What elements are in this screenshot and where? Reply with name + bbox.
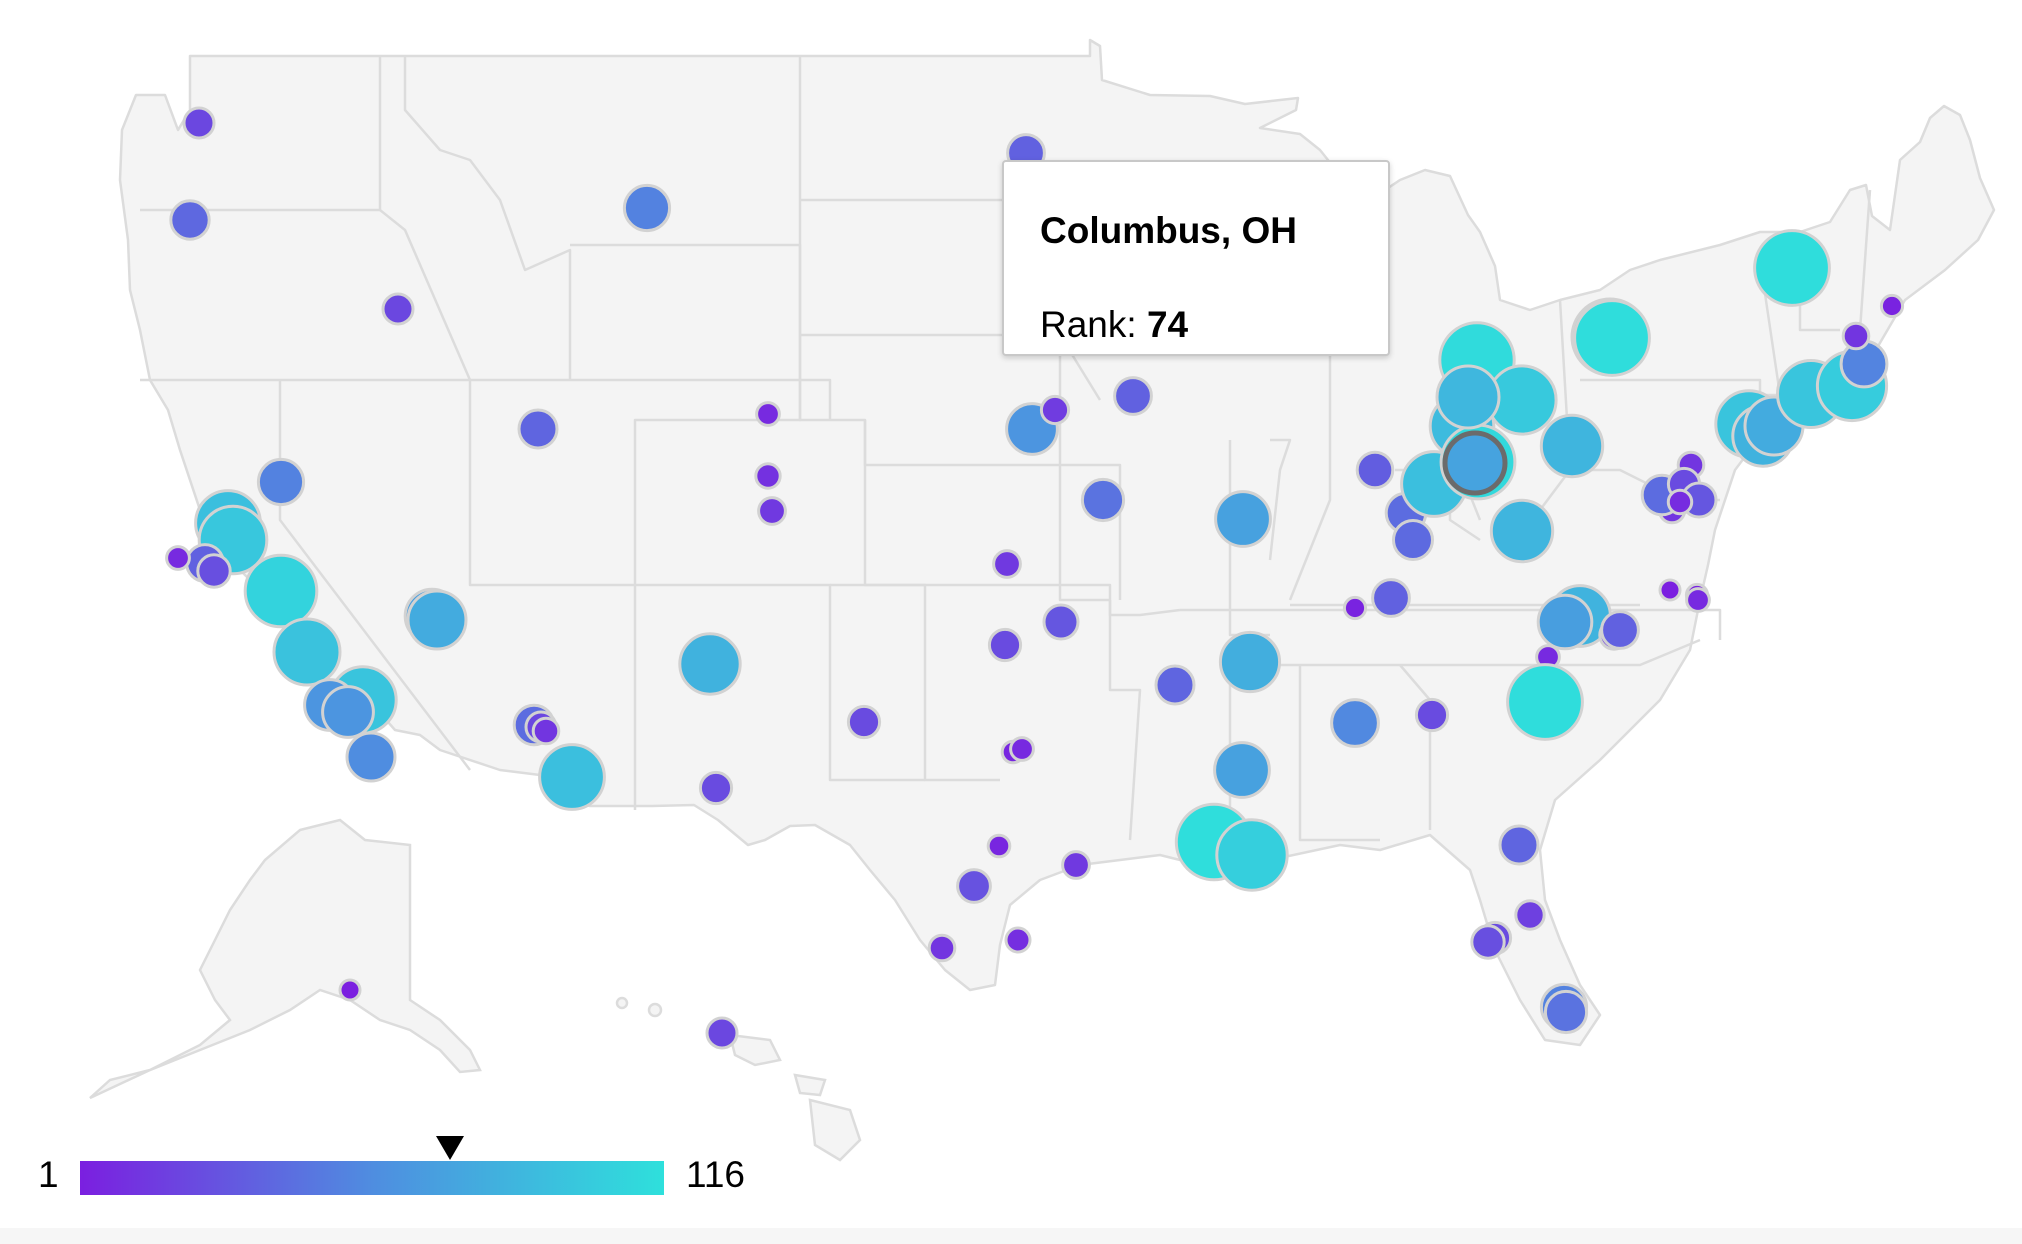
- legend-min-label: 1: [38, 1154, 59, 1195]
- city-bubble[interactable]: [1154, 664, 1196, 706]
- city-bubble[interactable]: [381, 292, 415, 326]
- city-bubble[interactable]: [1342, 595, 1368, 621]
- city-bubble[interactable]: [757, 496, 787, 526]
- tooltip-rank-label: Rank:: [1040, 304, 1137, 345]
- city-bubble[interactable]: [1489, 498, 1555, 564]
- city-bubble[interactable]: [992, 549, 1022, 579]
- city-bubble[interactable]: [256, 457, 306, 507]
- city-bubble[interactable]: [1004, 926, 1032, 954]
- city-bubble[interactable]: [1539, 413, 1605, 479]
- city-bubble[interactable]: [987, 627, 1023, 663]
- city-bubble[interactable]: [622, 183, 672, 233]
- city-bubble[interactable]: [321, 685, 375, 739]
- legend-max-label: 116: [686, 1154, 745, 1195]
- legend-value-marker: [436, 1136, 464, 1160]
- city-bubble[interactable]: [754, 462, 782, 490]
- city-bubble[interactable]: [1536, 593, 1594, 651]
- city-bubble[interactable]: [1514, 899, 1546, 931]
- city-bubble[interactable]: [338, 978, 362, 1002]
- city-tooltip: Columbus, OH Rank: 74: [1002, 160, 1390, 356]
- city-bubble[interactable]: [1039, 394, 1071, 426]
- city-bubble[interactable]: [538, 743, 606, 811]
- city-bubble[interactable]: [196, 553, 232, 589]
- footer-strip: [0, 1228, 2022, 1244]
- city-bubble[interactable]: [1371, 578, 1411, 618]
- legend-color-bar: [80, 1161, 664, 1195]
- color-legend: 1 116: [0, 1130, 800, 1200]
- city-bubble[interactable]: [1009, 736, 1035, 762]
- city-bubble[interactable]: [1414, 697, 1450, 733]
- city-bubbles: [165, 106, 1905, 1050]
- city-bubble[interactable]: [1498, 824, 1540, 866]
- alaska-shape: [89, 818, 482, 1100]
- city-bubble[interactable]: [1435, 364, 1501, 430]
- city-bubble[interactable]: [1685, 587, 1711, 613]
- city-bubble[interactable]: [1666, 488, 1694, 516]
- city-bubble[interactable]: [1214, 490, 1272, 548]
- city-bubble[interactable]: [406, 589, 468, 651]
- city-bubble[interactable]: [169, 199, 211, 241]
- city-bubble[interactable]: [1470, 924, 1506, 960]
- city-bubble[interactable]: [705, 1016, 739, 1050]
- city-bubble[interactable]: [1753, 229, 1831, 307]
- city-bubble[interactable]: [698, 770, 734, 806]
- city-bubble[interactable]: [1061, 850, 1091, 880]
- city-bubble[interactable]: [165, 545, 191, 571]
- city-bubble[interactable]: [956, 868, 992, 904]
- city-bubble[interactable]: [182, 106, 216, 140]
- city-bubble[interactable]: [243, 553, 319, 629]
- city-bubble[interactable]: [1218, 630, 1282, 694]
- tooltip-title: Columbus, OH: [1040, 210, 1297, 251]
- city-bubble[interactable]: [846, 704, 882, 740]
- city-bubble[interactable]: [1879, 293, 1905, 319]
- city-bubble[interactable]: [1330, 698, 1380, 748]
- city-bubble[interactable]: [1839, 339, 1889, 389]
- city-bubble[interactable]: [1841, 321, 1871, 351]
- city-bubble[interactable]: [986, 833, 1012, 859]
- city-bubble[interactable]: [1543, 989, 1589, 1035]
- hawaii-shape: [615, 996, 862, 1162]
- tooltip-rank-value: 74: [1146, 304, 1189, 345]
- city-bubble[interactable]: [1080, 477, 1126, 523]
- city-bubble[interactable]: [1573, 299, 1651, 377]
- city-bubble[interactable]: [1042, 603, 1080, 641]
- city-bubble[interactable]: [1506, 663, 1584, 741]
- city-bubble[interactable]: [755, 401, 781, 427]
- city-bubble[interactable]: [1355, 450, 1395, 490]
- city-bubble[interactable]: [1213, 741, 1271, 799]
- city-bubble[interactable]: [1600, 610, 1640, 650]
- city-bubble[interactable]: [678, 632, 742, 696]
- city-bubble-highlighted[interactable]: [1442, 430, 1508, 496]
- city-bubble[interactable]: [345, 731, 397, 783]
- city-bubble[interactable]: [1113, 376, 1153, 416]
- city-bubble[interactable]: [517, 408, 559, 450]
- city-bubble[interactable]: [272, 617, 342, 687]
- city-bubble[interactable]: [1658, 578, 1682, 602]
- city-bubble[interactable]: [1215, 818, 1289, 892]
- city-bubble[interactable]: [531, 716, 561, 746]
- tooltip-rank-row: Rank: 74: [1040, 304, 1188, 346]
- city-bubble[interactable]: [927, 933, 957, 963]
- city-bubble[interactable]: [1392, 519, 1434, 561]
